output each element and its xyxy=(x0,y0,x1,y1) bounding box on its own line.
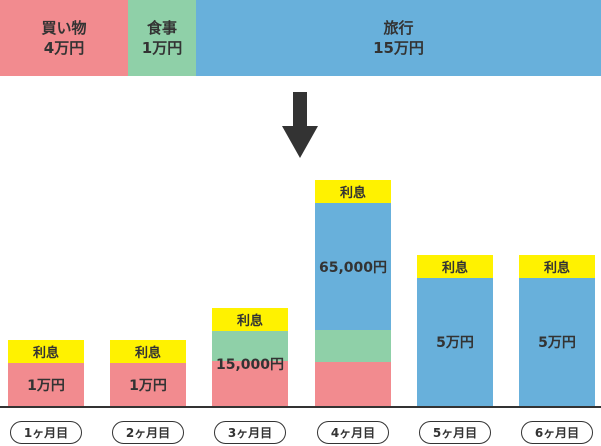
month-4-label: 4ヶ月目 xyxy=(317,421,389,444)
month-6-amount: 5万円 xyxy=(538,335,576,351)
month-2-label: 2ヶ月目 xyxy=(112,421,184,444)
month-1-label: 1ヶ月目 xyxy=(10,421,82,444)
down-arrow-icon xyxy=(282,92,318,158)
month-2-amount: 1万円 xyxy=(129,377,167,394)
month-6-label: 6ヶ月目 xyxy=(521,421,593,444)
saving-block-shopping: 1万円 xyxy=(8,363,84,406)
month-2-column: 利息 1万円 xyxy=(110,340,186,406)
saving-block-travel: 65,000円 xyxy=(315,203,391,330)
saving-block-food xyxy=(212,331,288,361)
month-5-label: 5ヶ月目 xyxy=(419,421,491,444)
segment-travel-amount: 15万円 xyxy=(373,39,424,57)
segment-shopping: 買い物 4万円 xyxy=(0,0,128,76)
saving-block-shopping xyxy=(315,362,391,406)
interest-block: 利息 xyxy=(315,180,391,203)
month-1-column: 利息 1万円 xyxy=(8,340,84,406)
segment-travel-label: 旅行 xyxy=(383,19,414,37)
month-3-amount: 15,000円 xyxy=(215,357,285,373)
interest-block: 利息 xyxy=(212,308,288,331)
month-3-label: 3ヶ月目 xyxy=(214,421,286,444)
baseline-divider xyxy=(0,406,601,408)
segment-travel: 旅行 15万円 xyxy=(196,0,601,76)
saving-block-travel: 5万円 xyxy=(417,278,493,406)
interest-block: 利息 xyxy=(519,255,595,278)
segment-shopping-label: 買い物 xyxy=(41,19,87,37)
interest-block: 利息 xyxy=(417,255,493,278)
saving-block-shopping xyxy=(212,361,288,406)
saving-block-food xyxy=(315,330,391,362)
saving-block-travel: 5万円 xyxy=(519,278,595,406)
interest-block: 利息 xyxy=(8,340,84,363)
segment-shopping-amount: 4万円 xyxy=(43,39,85,57)
month-5-column: 利息 5万円 xyxy=(417,255,493,406)
month-5-amount: 5万円 xyxy=(436,335,474,351)
month-6-column: 利息 5万円 xyxy=(519,255,595,406)
month-3-column: 利息 15,000円 xyxy=(212,308,288,406)
interest-block: 利息 xyxy=(110,340,186,363)
segment-food: 食事 1万円 xyxy=(128,0,196,76)
month-4-column: 利息 65,000円 xyxy=(315,180,391,406)
saving-block-shopping: 1万円 xyxy=(110,363,186,406)
segment-food-label: 食事 xyxy=(146,19,177,37)
month-4-amount: 65,000円 xyxy=(318,259,388,276)
month-1-amount: 1万円 xyxy=(27,377,65,394)
segment-food-amount: 1万円 xyxy=(141,39,183,57)
